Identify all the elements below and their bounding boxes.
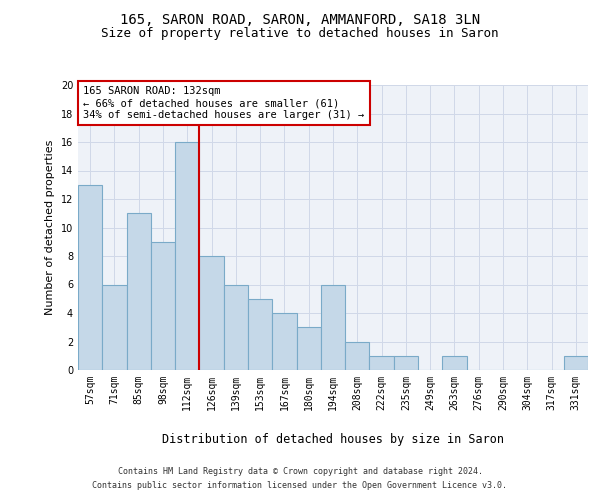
Text: Contains HM Land Registry data © Crown copyright and database right 2024.: Contains HM Land Registry data © Crown c… bbox=[118, 468, 482, 476]
Bar bbox=[296, 327, 321, 370]
Bar bbox=[175, 142, 199, 370]
Bar bbox=[102, 284, 127, 370]
Text: Contains public sector information licensed under the Open Government Licence v3: Contains public sector information licen… bbox=[92, 481, 508, 490]
Bar bbox=[321, 284, 345, 370]
Bar bbox=[199, 256, 224, 370]
Bar bbox=[224, 284, 248, 370]
Bar bbox=[345, 342, 370, 370]
Bar bbox=[272, 313, 296, 370]
Bar bbox=[248, 298, 272, 370]
Text: 165 SARON ROAD: 132sqm
← 66% of detached houses are smaller (61)
34% of semi-det: 165 SARON ROAD: 132sqm ← 66% of detached… bbox=[83, 86, 364, 120]
Bar bbox=[564, 356, 588, 370]
Bar bbox=[78, 184, 102, 370]
Bar bbox=[151, 242, 175, 370]
Y-axis label: Number of detached properties: Number of detached properties bbox=[45, 140, 55, 315]
Text: 165, SARON ROAD, SARON, AMMANFORD, SA18 3LN: 165, SARON ROAD, SARON, AMMANFORD, SA18 … bbox=[120, 12, 480, 26]
Bar bbox=[394, 356, 418, 370]
Text: Distribution of detached houses by size in Saron: Distribution of detached houses by size … bbox=[162, 432, 504, 446]
Text: Size of property relative to detached houses in Saron: Size of property relative to detached ho… bbox=[101, 28, 499, 40]
Bar bbox=[442, 356, 467, 370]
Bar bbox=[127, 213, 151, 370]
Bar bbox=[370, 356, 394, 370]
